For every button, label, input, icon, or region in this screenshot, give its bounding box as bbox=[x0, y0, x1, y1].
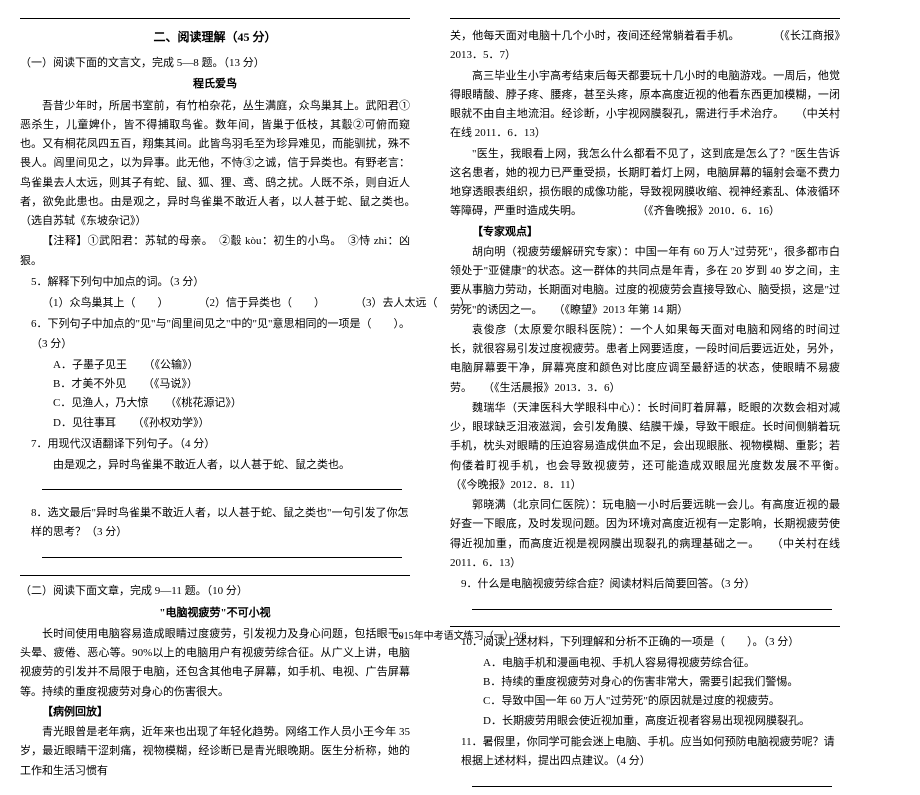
expert-1: 胡向明（视疲劳缓解研究专家）：中国一年有 60 万人"过劳死"，很多都市白领处于… bbox=[450, 243, 840, 320]
rule bbox=[450, 18, 840, 19]
q10-opt-b: B．持续的重度视疲劳对身心的伤害非常大，需要引起我们警惕。 bbox=[483, 673, 840, 692]
right-column: 关，他每天面对电脑十几个小时，夜间还经常躺着看手机。 （《长江商报》2013．5… bbox=[430, 0, 860, 650]
passage1-heading: （一）阅读下面的文言文，完成 5—8 题。（13 分） bbox=[20, 54, 410, 73]
answer-blank bbox=[472, 773, 832, 787]
answer-blank bbox=[472, 596, 832, 610]
q7-sentence: 由是观之，异时鸟雀巢不敢近人者，以人甚于蛇、鼠之类也。 bbox=[20, 456, 410, 475]
passage1-title: 程氏爱鸟 bbox=[20, 75, 410, 94]
q5-stem: 5．解释下列句中加点的词。（3 分） bbox=[31, 273, 410, 292]
q6-opt-b: B．才美不外见 （《马说》） bbox=[53, 375, 410, 394]
q6-stem: 6．下列句子中加点的"见"与"闾里间见之"中的"见"意思相同的一项是（ ）。（3… bbox=[31, 315, 410, 354]
passage2-title: "电脑视疲劳"不可小视 bbox=[20, 604, 410, 623]
q9-stem: 9．什么是电脑视疲劳综合症？阅读材料后简要回答。（3 分） bbox=[461, 575, 840, 594]
section-title: 二、阅读理解（45 分） bbox=[20, 27, 410, 48]
rule bbox=[20, 18, 410, 19]
q8-stem: 8．选文最后"异时鸟雀巢不敢近人者，以人甚于蛇、鼠之类也"一句引发了你怎样的思考… bbox=[31, 504, 410, 543]
case-1a: 青光眼曾是老年病，近年来也出现了年轻化趋势。网络工作人员小王今年 35 岁，最近… bbox=[20, 723, 410, 781]
case-2: 高三毕业生小宇高考结束后每天都要玩十几小时的电脑游戏。一周后，他觉得眼睛酸、脖子… bbox=[450, 67, 840, 144]
expert-4: 郭晓满（北京同仁医院）：玩电脑一小时后要远眺一会儿。有高度近视的最好查一下眼底，… bbox=[450, 496, 840, 573]
case-1b: 关，他每天面对电脑十几个小时，夜间还经常躺着看手机。 （《长江商报》2013．5… bbox=[450, 27, 840, 66]
q10-opt-d: D．长期疲劳用眼会使近视加重，高度近视者容易出现视网膜裂孔。 bbox=[483, 712, 840, 731]
page-footer: 2015年中考语文练习（一）2/6 bbox=[0, 627, 920, 642]
q7-stem: 7．用现代汉语翻译下列句子。（4 分） bbox=[31, 435, 410, 454]
expert-label: 【专家观点】 bbox=[450, 223, 840, 242]
case-3: "医生，我眼看上网，我怎么什么都看不见了，这到底是怎么了？"医生告诉这名患者，她… bbox=[450, 145, 840, 222]
q11-stem: 11．暑假里，你同学可能会迷上电脑、手机。应当如何预防电脑视疲劳呢？请根据上述材… bbox=[461, 733, 840, 772]
passage1-notes: 【注释】①武阳君：苏轼的母亲。 ②鷇 kòu：初生的小鸟。 ③恃 zhì：凶狠。 bbox=[20, 232, 410, 271]
passage2-heading: （二）阅读下面文章，完成 9—11 题。（10 分） bbox=[20, 582, 410, 601]
case-label: 【病例回放】 bbox=[20, 703, 410, 722]
passage1-body: 吾昔少年时，所居书室前，有竹柏杂花，丛生满庭，众鸟巢其上。武阳君①恶杀生，儿童婢… bbox=[20, 97, 410, 232]
q6-opt-d: D．见往事耳 （《孙权劝学》） bbox=[53, 414, 410, 433]
expert-3: 魏瑞华（天津医科大学眼科中心）：长时间盯着屏幕，眨眼的次数会相对减少，眼球缺乏泪… bbox=[450, 399, 840, 495]
left-column: 二、阅读理解（45 分） （一）阅读下面的文言文，完成 5—8 题。（13 分）… bbox=[0, 0, 430, 650]
q6-opt-c: C．见渔人，乃大惊 （《桃花源记》） bbox=[53, 394, 410, 413]
q5-options: （1）众鸟巢其上（ ） （2）信于异类也（ ） （3）去人太远（ ） bbox=[42, 294, 410, 313]
rule bbox=[20, 575, 410, 576]
expert-2: 袁俊彦（太原爱尔眼科医院）：一个人如果每天面对电脑和网络的时间过长，就很容易引发… bbox=[450, 321, 840, 398]
q5-opt1: （1）众鸟巢其上（ ） bbox=[42, 294, 169, 313]
answer-blank bbox=[42, 476, 402, 490]
q5-opt2: （2）信于异类也（ ） bbox=[199, 294, 326, 313]
q6-opt-a: A．子墨子见王 （《公输》） bbox=[53, 356, 410, 375]
q10-opt-a: A．电脑手机和漫画电视、手机人容易得视疲劳综合征。 bbox=[483, 654, 840, 673]
q10-opt-c: C．导致中国一年 60 万人"过劳死"的原因就是过度的视疲劳。 bbox=[483, 692, 840, 711]
answer-blank bbox=[42, 544, 402, 558]
